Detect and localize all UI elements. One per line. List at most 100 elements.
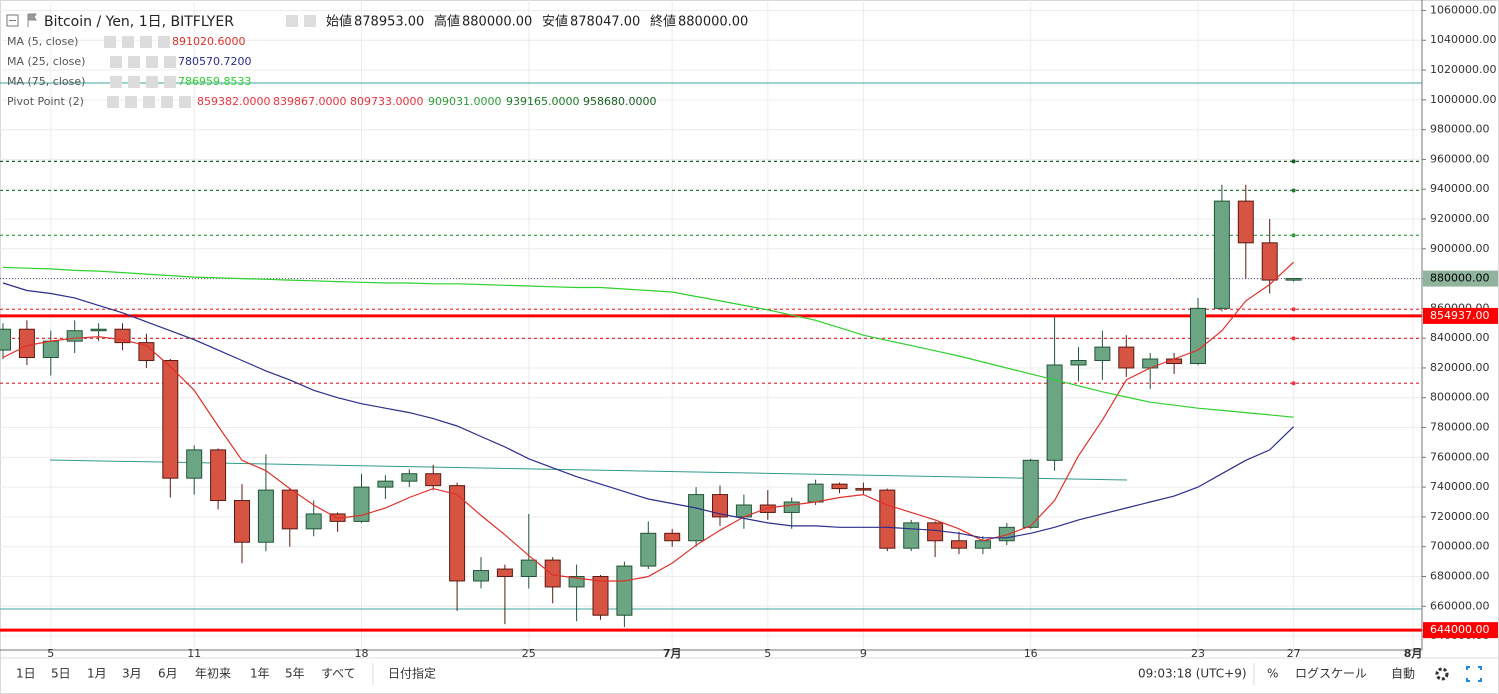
range-button[interactable]: 1日 [16, 667, 36, 681]
legend-name: MA (25, close) [7, 55, 85, 68]
candle-body [305, 513, 322, 530]
legend-value: 909031.0000 [428, 95, 501, 108]
legend-value: 958680.0000 [583, 95, 656, 108]
candle-body [449, 485, 466, 582]
y-tick-label: 700000.00 [1430, 540, 1490, 553]
fullscreen-icon[interactable] [1466, 666, 1482, 682]
candle-body [210, 449, 227, 502]
open-label: 始値 [326, 14, 352, 30]
collapse-icon[interactable] [6, 14, 19, 27]
settings-icon[interactable] [1435, 667, 1449, 681]
y-tick-label: 1020000.00 [1430, 63, 1496, 76]
candle-body [927, 522, 944, 542]
x-tick-label: 5 [764, 647, 771, 660]
percent-toggle[interactable]: % [1267, 667, 1278, 681]
candle-body [1118, 346, 1135, 369]
legend-value: 839867.0000 [273, 95, 346, 108]
y-tick-label: 920000.00 [1430, 212, 1490, 225]
legend-icon [164, 56, 176, 68]
candle-body [831, 483, 848, 490]
icon[interactable] [304, 15, 316, 27]
candle-body [377, 480, 394, 488]
candle-body [496, 568, 513, 577]
candle-body [759, 504, 776, 513]
y-tick-label: 780000.00 [1430, 421, 1490, 434]
trend-line [49, 459, 1128, 481]
candle-body [998, 526, 1015, 542]
candle-body [257, 489, 274, 543]
price-box-label: 854937.00 [1430, 309, 1490, 322]
y-tick-label: 720000.00 [1430, 510, 1490, 523]
legend-value: 809733.0000 [350, 95, 423, 108]
clock: 09:03:18 (UTC+9) [1138, 667, 1247, 681]
legend-icon [107, 96, 119, 108]
legend-value: 786959.8533 [178, 75, 251, 88]
x-tick-label: 8月 [1404, 647, 1423, 660]
y-tick-label: 1000000.00 [1430, 93, 1496, 106]
candle-body [281, 489, 298, 530]
price-box [1423, 622, 1498, 639]
y-tick-label: 680000.00 [1430, 569, 1490, 582]
legend-name: Pivot Point (2) [7, 95, 84, 108]
candle-body [664, 532, 681, 542]
legend-icon [143, 96, 155, 108]
ma-line [2, 261, 1295, 582]
y-tick-label: 840000.00 [1430, 331, 1490, 344]
candle-body [1285, 278, 1302, 281]
candle-body [544, 559, 561, 588]
candle-body [1237, 200, 1254, 244]
ma-line [2, 282, 1295, 539]
candle-body [0, 328, 11, 351]
range-button[interactable]: 5日 [51, 667, 71, 681]
low-label: 安値 [542, 14, 568, 30]
y-tick-label: 760000.00 [1430, 450, 1490, 463]
candle-body [616, 565, 633, 616]
candle-body [879, 489, 896, 549]
y-tick-label: 940000.00 [1430, 182, 1490, 195]
candle-body [783, 501, 800, 513]
candle-body [66, 330, 83, 342]
x-tick-label: 16 [1024, 647, 1038, 660]
log-toggle[interactable]: ログスケール [1295, 667, 1367, 681]
price-box-label: 644000.00 [1430, 623, 1490, 636]
candle-body [234, 500, 250, 543]
range-button[interactable]: 5年 [285, 667, 305, 681]
x-tick-label: 27 [1287, 647, 1301, 660]
candle-body [951, 540, 967, 549]
candle-body [855, 488, 872, 491]
y-tick-label: 980000.00 [1430, 123, 1490, 136]
legend-icon [128, 76, 140, 88]
legend-value: 939165.0000 [506, 95, 579, 108]
legend-icon [179, 96, 191, 108]
legend-icon [110, 56, 122, 68]
legend-icon [122, 36, 134, 48]
legend-name: MA (5, close) [7, 35, 78, 48]
date-range-button[interactable]: 日付指定 [388, 666, 436, 681]
high-label: 高値 [434, 14, 460, 30]
legend-icon [140, 36, 152, 48]
candle-body [42, 340, 59, 359]
ma-line [2, 266, 1294, 418]
range-button[interactable]: すべて [321, 667, 356, 681]
legend-value: 780570.7200 [178, 55, 251, 68]
range-button[interactable]: 1年 [250, 667, 270, 681]
range-button[interactable]: 6月 [158, 667, 178, 681]
range-button[interactable]: 1月 [87, 667, 107, 681]
candle-body [1094, 346, 1111, 362]
legend-value: 891020.6000 [172, 35, 245, 48]
close-value: 880000.00 [678, 15, 748, 30]
range-button[interactable]: 3月 [122, 667, 142, 681]
icon[interactable] [286, 15, 298, 27]
candle-body [640, 532, 657, 567]
legend-name: MA (75, close) [7, 75, 85, 88]
x-tick-label: 11 [187, 647, 201, 660]
auto-toggle[interactable]: 自動 [1391, 667, 1415, 681]
y-tick-label: 960000.00 [1430, 152, 1490, 165]
range-button[interactable]: 年初来 [195, 667, 231, 681]
y-tick-label: 740000.00 [1430, 480, 1490, 493]
legend-icon [146, 56, 158, 68]
x-tick-label: 7月 [663, 647, 682, 660]
symbol: Bitcoin / Yen, 1日, BITFLYER [44, 14, 234, 30]
x-tick-label: 5 [47, 647, 54, 660]
legend-icon [128, 56, 140, 68]
